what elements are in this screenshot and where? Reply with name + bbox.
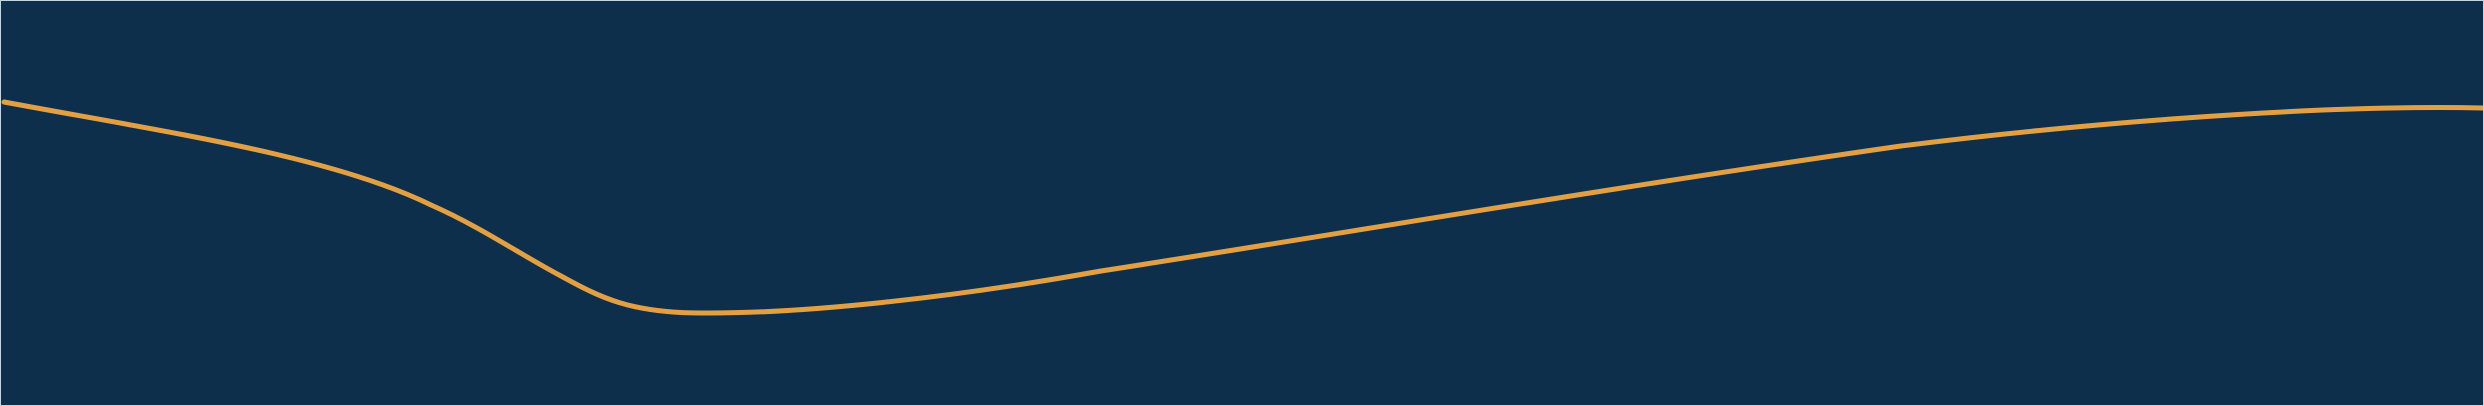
wave-line-icon [1,99,2483,316]
